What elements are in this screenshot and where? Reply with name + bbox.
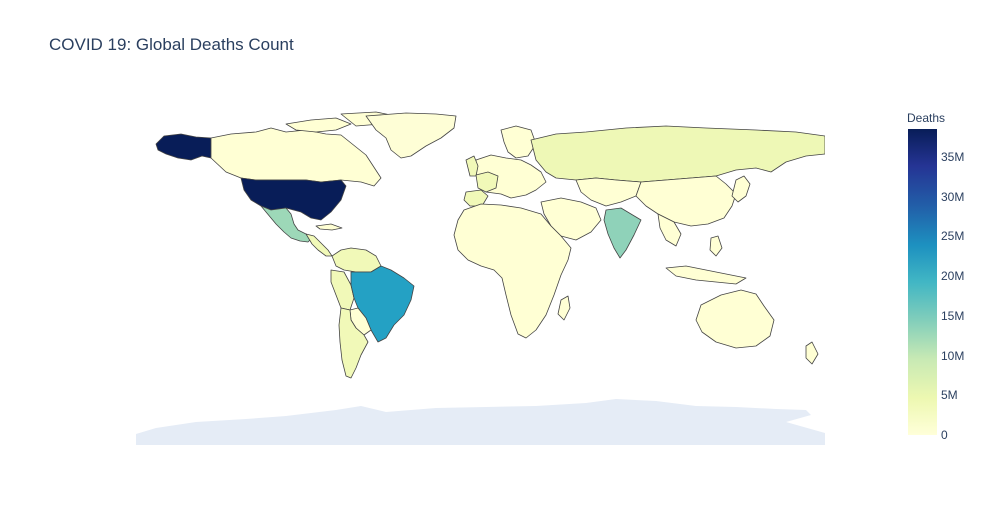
- country-philippines[interactable]: [709, 235, 723, 257]
- country-japan[interactable]: [731, 175, 751, 203]
- region-argentina-chile[interactable]: [338, 307, 369, 379]
- country-madagascar[interactable]: [557, 295, 571, 321]
- region-peru[interactable]: [330, 269, 355, 311]
- region-southeast-asia[interactable]: [657, 213, 682, 247]
- region-africa[interactable]: [453, 203, 572, 339]
- region-central-america[interactable]: [305, 233, 333, 257]
- region-middle-east[interactable]: [540, 197, 602, 241]
- country-alaska[interactable]: [155, 133, 212, 161]
- colorbar-tick-label: 25M: [941, 229, 965, 244]
- colorbar-tick-label: 15M: [941, 308, 965, 323]
- region-antarctica[interactable]: [136, 399, 825, 445]
- region-northern-south-america[interactable]: [331, 247, 382, 273]
- world-choropleth-map[interactable]: [136, 110, 825, 445]
- colorbar-tick-label: 0: [941, 428, 948, 442]
- country-cuba[interactable]: [315, 223, 343, 231]
- country-usa[interactable]: [240, 177, 347, 221]
- country-new-zealand[interactable]: [805, 341, 819, 365]
- region-western-europe[interactable]: [475, 171, 499, 193]
- country-canada[interactable]: [210, 127, 382, 187]
- colorbar-title: Deaths: [907, 111, 946, 125]
- region-scandinavia[interactable]: [500, 125, 537, 159]
- colorbar-tick-label: 5M: [941, 388, 958, 403]
- region-central-asia[interactable]: [575, 177, 642, 207]
- map-title: COVID 19: Global Deaths Count: [49, 35, 294, 54]
- colorbar-tick-label: 10M: [941, 348, 965, 363]
- country-australia[interactable]: [695, 289, 775, 349]
- colorbar-tick-label: 35M: [941, 149, 965, 164]
- region-indonesia[interactable]: [665, 265, 747, 285]
- country-india[interactable]: [603, 207, 642, 259]
- country-russia[interactable]: [530, 125, 825, 183]
- country-greenland[interactable]: [365, 112, 457, 159]
- country-brazil[interactable]: [350, 265, 415, 343]
- region-iberia[interactable]: [463, 189, 489, 207]
- colorbar-tick-label: 30M: [941, 189, 965, 204]
- colorbar-tick-label: 20M: [941, 269, 965, 284]
- country-china[interactable]: [635, 175, 737, 227]
- country-uk[interactable]: [465, 155, 479, 177]
- colorbar: [908, 129, 937, 435]
